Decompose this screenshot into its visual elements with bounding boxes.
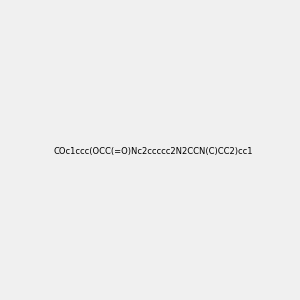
Text: COc1ccc(OCC(=O)Nc2ccccc2N2CCN(C)CC2)cc1: COc1ccc(OCC(=O)Nc2ccccc2N2CCN(C)CC2)cc1: [54, 147, 254, 156]
